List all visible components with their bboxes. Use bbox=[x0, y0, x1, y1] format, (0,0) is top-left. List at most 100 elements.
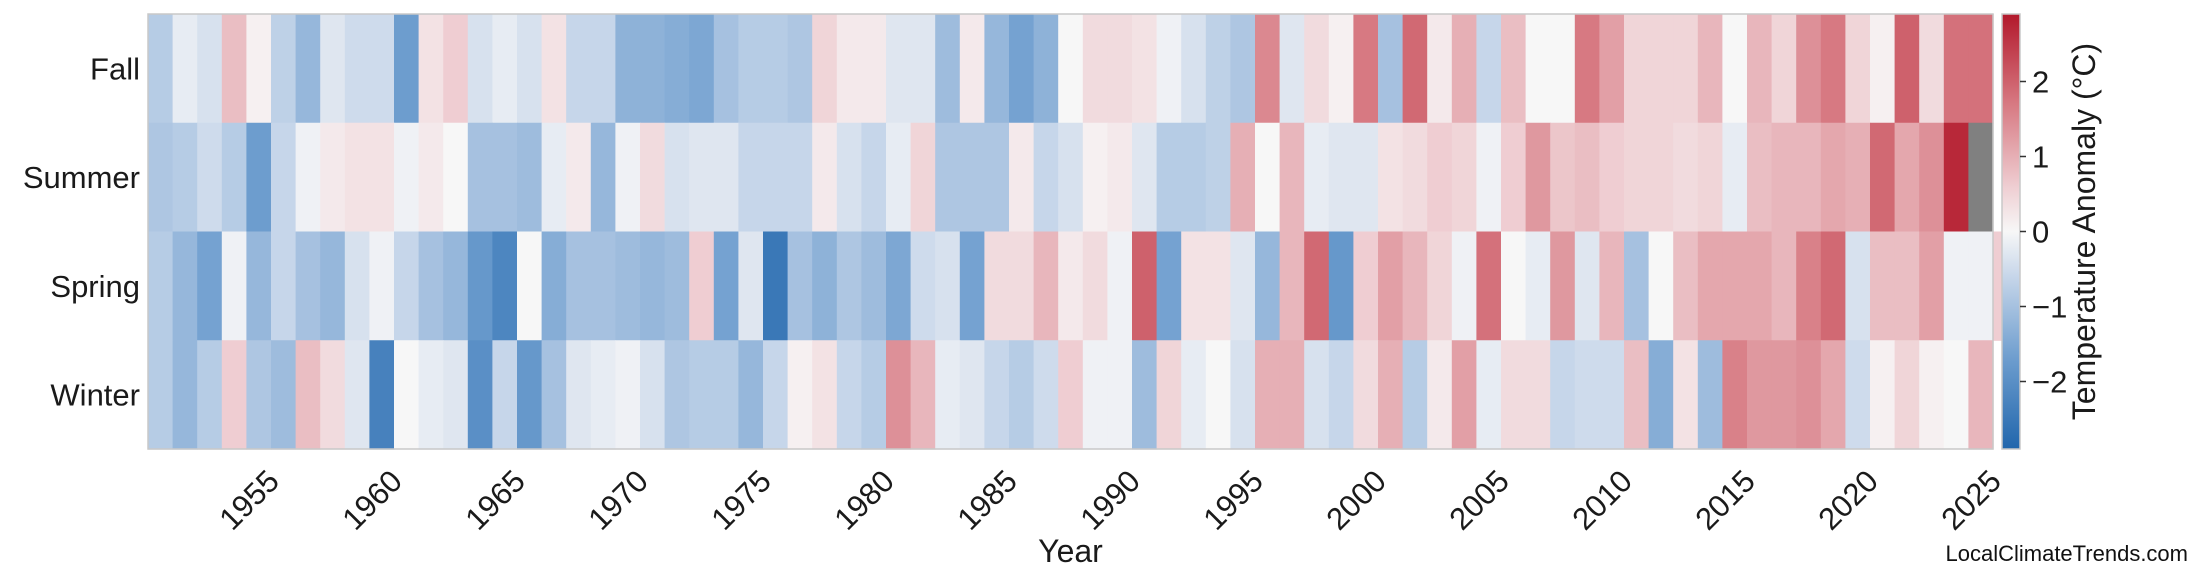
heatmap-cell-fall-1979 bbox=[861, 14, 887, 124]
heatmap-cell-summer-1994 bbox=[1230, 122, 1256, 233]
heatmap-cell-spring-2017 bbox=[1796, 231, 1822, 341]
heatmap-cell-summer-1987 bbox=[1058, 122, 1084, 233]
heatmap-cell-spring-1980 bbox=[886, 231, 912, 341]
heatmap-cell-winter-2013 bbox=[1697, 340, 1723, 450]
heatmap-cell-fall-1964 bbox=[492, 14, 518, 124]
heatmap-cell-fall-1980 bbox=[886, 14, 912, 124]
heatmap-cell-winter-1986 bbox=[1033, 340, 1059, 450]
heatmap-cell-winter-2009 bbox=[1599, 340, 1625, 450]
heatmap-cell-spring-1986 bbox=[1033, 231, 1059, 341]
heatmap-cell-winter-1995 bbox=[1255, 340, 1281, 450]
heatmap-cell-summer-1969 bbox=[615, 122, 641, 233]
heatmap-cell-summer-1995 bbox=[1255, 122, 1281, 233]
heatmap-cell-summer-1959 bbox=[369, 122, 395, 233]
heatmap-cell-fall-1967 bbox=[566, 14, 592, 124]
heatmap-cell-winter-1983 bbox=[959, 340, 985, 450]
heatmap-cell-summer-1973 bbox=[713, 122, 739, 233]
heatmap-cell-winter-1975 bbox=[763, 340, 789, 450]
heatmap-cell-winter-2007 bbox=[1550, 340, 1576, 450]
watermark-text: LocalClimateTrends.com bbox=[1945, 541, 2189, 566]
heatmap-cell-fall-2011 bbox=[1648, 14, 1674, 124]
heatmap-cell-fall-1952 bbox=[197, 14, 223, 124]
x-tick-label-2015: 2015 bbox=[1688, 463, 1762, 537]
heatmap-cell-spring-1990 bbox=[1132, 231, 1158, 341]
heatmap-cell-winter-1985 bbox=[1009, 340, 1035, 450]
heatmap-cell-spring-1950 bbox=[148, 231, 174, 341]
colorbar-ticks: 2 1 0 −1 −2 bbox=[2020, 65, 2067, 400]
heatmap-cell-fall-1969 bbox=[615, 14, 641, 124]
heatmap-cell-fall-1963 bbox=[467, 14, 493, 124]
heatmap-cell-fall-1973 bbox=[713, 14, 739, 124]
heatmap-cell-summer-1974 bbox=[738, 122, 764, 233]
heatmap-cell-spring-1961 bbox=[418, 231, 444, 341]
heatmap-cell-winter-1998 bbox=[1328, 340, 1354, 450]
heatmap-cell-summer-2012 bbox=[1673, 122, 1699, 233]
heatmap-cell-fall-1998 bbox=[1328, 14, 1354, 124]
heatmap-cell-spring-1962 bbox=[443, 231, 469, 341]
heatmap-cell-summer-1975 bbox=[763, 122, 789, 233]
x-tick-label-1985: 1985 bbox=[950, 463, 1024, 537]
heatmap-cell-spring-1951 bbox=[172, 231, 198, 341]
heatmap-cell-fall-1971 bbox=[664, 14, 690, 124]
heatmap-cell-fall-2012 bbox=[1673, 14, 1699, 124]
colorbar-title: Temperature Anomaly (°C) bbox=[2066, 43, 2102, 420]
colorbar bbox=[2001, 13, 2021, 450]
heatmap-cell-fall-1977 bbox=[812, 14, 838, 124]
heatmap-cell-spring-1993 bbox=[1205, 231, 1231, 341]
heatmap-cell-spring-1995 bbox=[1255, 231, 1281, 341]
heatmap-cell-fall-1959 bbox=[369, 14, 395, 124]
heatmap-cell-spring-2015 bbox=[1747, 231, 1773, 341]
heatmap-cell-fall-1997 bbox=[1304, 14, 1330, 124]
heatmap-cell-spring-1969 bbox=[615, 231, 641, 341]
heatmap-cell-winter-1978 bbox=[836, 340, 862, 450]
heatmap-cell-spring-1973 bbox=[713, 231, 739, 341]
heatmap-cell-fall-2005 bbox=[1501, 14, 1527, 124]
heatmap-cell-spring-1989 bbox=[1107, 231, 1133, 341]
heatmap-cell-summer-1992 bbox=[1181, 122, 1207, 233]
heatmap-cell-fall-2016 bbox=[1771, 14, 1797, 124]
heatmap-cell-spring-1985 bbox=[1009, 231, 1035, 341]
heatmap-cell-spring-2001 bbox=[1402, 231, 1428, 341]
heatmap-cell-spring-1957 bbox=[320, 231, 346, 341]
heatmap-cell-spring-1978 bbox=[836, 231, 862, 341]
heatmap-cell-fall-1966 bbox=[541, 14, 567, 124]
heatmap-cells bbox=[148, 14, 2019, 450]
heatmap-cell-spring-1975 bbox=[763, 231, 789, 341]
heatmap-cell-summer-1950 bbox=[148, 122, 174, 233]
heatmap-cell-summer-1952 bbox=[197, 122, 223, 233]
heatmap-cell-spring-2018 bbox=[1820, 231, 1846, 341]
heatmap-cell-spring-1959 bbox=[369, 231, 395, 341]
heatmap-cell-fall-1981 bbox=[910, 14, 936, 124]
heatmap-cell-fall-2013 bbox=[1697, 14, 1723, 124]
heatmap-cell-fall-1968 bbox=[590, 14, 616, 124]
heatmap-cell-fall-2008 bbox=[1574, 14, 1600, 124]
heatmap-cell-spring-2007 bbox=[1550, 231, 1576, 341]
heatmap-cell-winter-1982 bbox=[935, 340, 961, 450]
row-label-summer: Summer bbox=[23, 160, 140, 195]
heatmap-cell-summer-1983 bbox=[959, 122, 985, 233]
heatmap-cell-spring-2006 bbox=[1525, 231, 1551, 341]
heatmap-cell-summer-1970 bbox=[640, 122, 666, 233]
heatmap-cell-fall-1978 bbox=[836, 14, 862, 124]
heatmap-cell-spring-2003 bbox=[1451, 231, 1477, 341]
heatmap-cell-summer-1998 bbox=[1328, 122, 1354, 233]
heatmap-cell-summer-2020 bbox=[1870, 122, 1896, 233]
heatmap-cell-spring-1996 bbox=[1279, 231, 1305, 341]
heatmap-cell-fall-1972 bbox=[689, 14, 715, 124]
heatmap-cell-fall-2021 bbox=[1894, 14, 1920, 124]
heatmap-cell-summer-1957 bbox=[320, 122, 346, 233]
heatmap-cell-fall-2006 bbox=[1525, 14, 1551, 124]
heatmap-cell-winter-1991 bbox=[1156, 340, 1182, 450]
row-label-spring: Spring bbox=[50, 269, 140, 304]
heatmap-cell-summer-1980 bbox=[886, 122, 912, 233]
heatmap-cell-fall-1995 bbox=[1255, 14, 1281, 124]
heatmap-cell-summer-1977 bbox=[812, 122, 838, 233]
heatmap-cell-spring-2021 bbox=[1894, 231, 1920, 341]
heatmap-cell-summer-2016 bbox=[1771, 122, 1797, 233]
x-tick-label-2025: 2025 bbox=[1934, 463, 2008, 537]
heatmap-cell-spring-1991 bbox=[1156, 231, 1182, 341]
heatmap-cell-fall-1982 bbox=[935, 14, 961, 124]
heatmap-cell-winter-1976 bbox=[787, 340, 813, 450]
heatmap-cell-fall-1954 bbox=[246, 14, 272, 124]
heatmap-cell-summer-1979 bbox=[861, 122, 887, 233]
